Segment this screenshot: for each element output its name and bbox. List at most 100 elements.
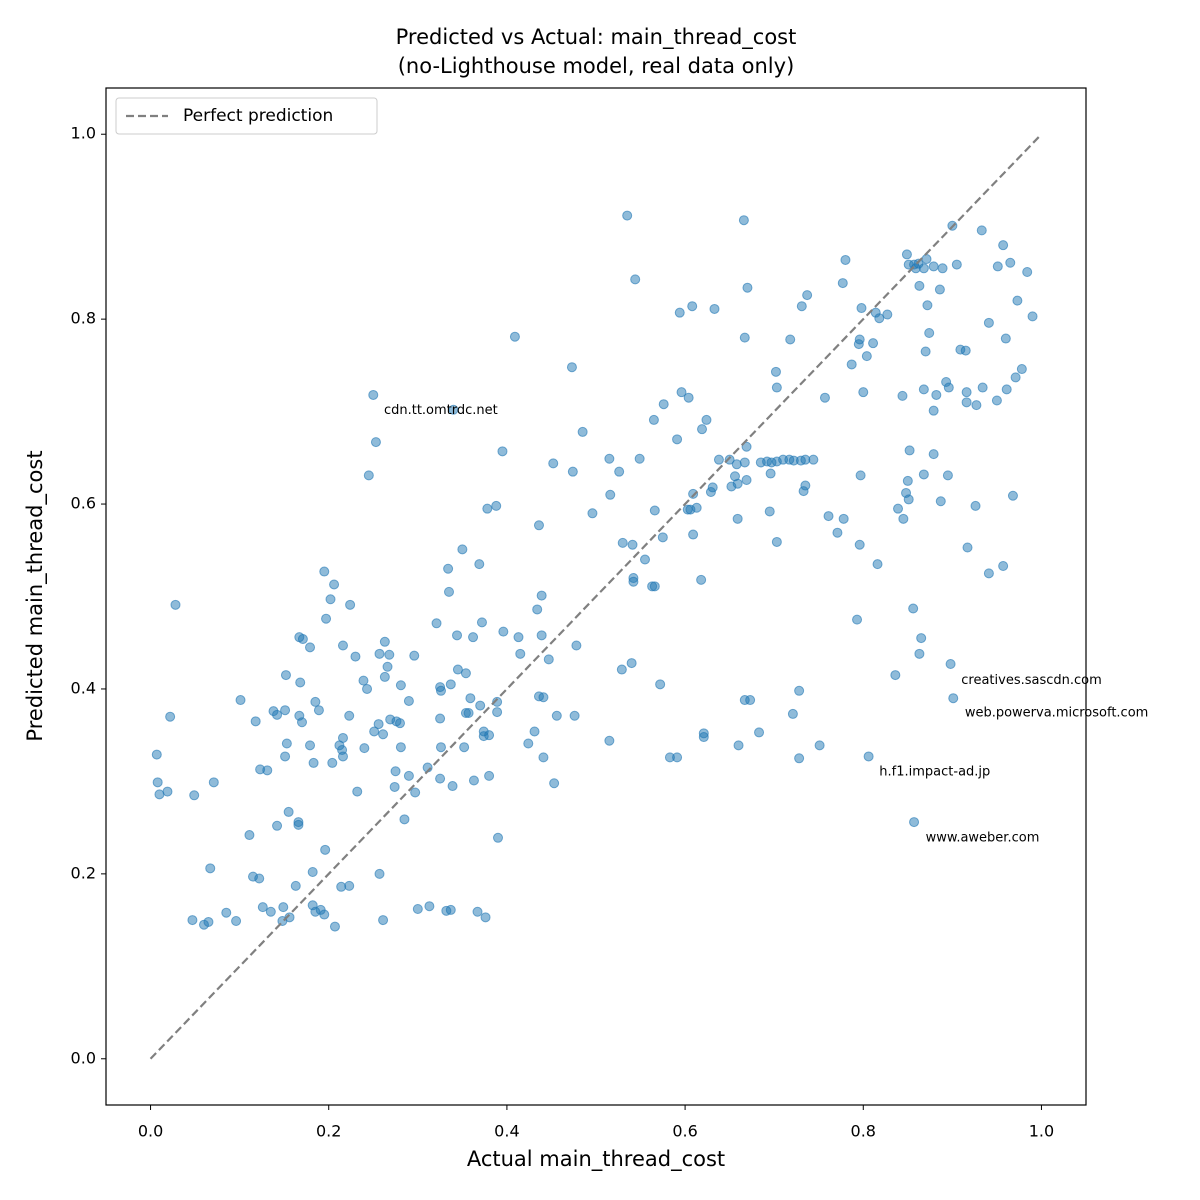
y-tick-label: 0.4 — [71, 678, 96, 697]
scatter-point — [571, 640, 582, 651]
scatter-point — [493, 832, 503, 843]
chart-subtitle: (no-Lighthouse model, real data only) — [398, 54, 795, 78]
scatter-point — [855, 470, 866, 481]
scatter-point — [765, 468, 776, 479]
scatter-point — [983, 317, 994, 328]
x-tick-label: 1.0 — [1029, 1122, 1054, 1141]
scatter-point — [687, 301, 698, 312]
scatter-point — [770, 366, 781, 377]
scatter-point — [337, 640, 348, 651]
scatter-point — [538, 752, 549, 763]
scatter-point — [368, 389, 379, 400]
scatter-point — [832, 527, 843, 538]
scatter-point — [538, 692, 549, 703]
scatter-point — [395, 680, 406, 691]
scatter-point — [856, 303, 867, 314]
scatter-point — [410, 787, 421, 798]
scatter-point — [854, 334, 865, 345]
scatter-point — [697, 424, 708, 435]
scatter-point — [971, 400, 982, 411]
scatter-point — [297, 634, 308, 645]
scatter-point — [412, 903, 423, 914]
scatter-point — [998, 560, 1009, 571]
scatter-point — [731, 459, 742, 470]
scatter-point — [732, 513, 743, 524]
scatter-point — [1010, 372, 1021, 383]
scatter-point — [738, 215, 749, 226]
scatter-point — [321, 613, 332, 624]
scatter-point — [395, 742, 406, 753]
scatter-point — [382, 661, 393, 672]
scatter-point — [443, 563, 454, 574]
scatter-point — [928, 261, 939, 272]
scatter-point — [445, 679, 456, 690]
scatter-point — [1007, 490, 1018, 501]
scatter-point — [369, 726, 380, 737]
scatter-point — [280, 751, 291, 762]
legend-label: Perfect prediction — [183, 106, 333, 126]
scatter-point — [921, 254, 932, 265]
scatter-point — [628, 576, 639, 587]
scatter-point — [513, 632, 524, 643]
scatter-point — [922, 300, 933, 311]
scatter-point — [771, 382, 782, 393]
scatter-point — [319, 566, 330, 577]
scatter-point — [724, 454, 735, 465]
scatter-point — [308, 757, 319, 768]
scatter-point — [928, 449, 939, 460]
scatter-point — [934, 284, 945, 295]
scatter-point — [739, 332, 750, 343]
scatter-point — [189, 790, 200, 801]
scatter-point — [265, 906, 276, 917]
scatter-point — [616, 664, 627, 675]
scatter-point — [861, 351, 872, 362]
scatter-point — [918, 469, 929, 480]
scatter-point — [898, 513, 909, 524]
scatter-point — [532, 604, 543, 615]
scatter-point — [890, 670, 901, 681]
scatter-point — [676, 387, 687, 398]
scatter-point — [208, 777, 219, 788]
scatter-point — [683, 392, 694, 403]
scatter-point — [399, 814, 410, 825]
scatter-point — [1022, 266, 1033, 277]
scatter-point — [691, 502, 702, 513]
scatter-point — [474, 559, 485, 570]
scatter-point — [403, 770, 414, 781]
scatter-point — [370, 437, 381, 448]
scatter-point — [951, 259, 962, 270]
scatter-point — [278, 902, 289, 913]
scatter-point — [262, 765, 273, 776]
scatter-point — [345, 599, 356, 610]
scatter-point — [709, 303, 720, 314]
scatter-point — [465, 693, 476, 704]
scatter-point — [605, 489, 616, 500]
scatter-point — [587, 508, 598, 519]
scatter-point — [468, 632, 479, 643]
scatter-point — [424, 901, 435, 912]
scatter-point — [293, 819, 304, 830]
scatter-point — [977, 382, 988, 393]
scatter-point — [569, 710, 580, 721]
scatter-point — [901, 249, 912, 260]
scatter-point — [785, 334, 796, 345]
scatter-point — [310, 696, 321, 707]
scatter-point — [482, 503, 493, 514]
scatter-point — [741, 441, 752, 452]
scatter-point — [983, 568, 994, 579]
scatter-point — [320, 844, 331, 855]
scatter-point — [1005, 257, 1016, 268]
scatter-point — [235, 695, 246, 706]
scatter-point — [452, 664, 463, 675]
scatter-point — [918, 384, 929, 395]
scatter-point — [754, 727, 765, 738]
scatter-point — [868, 338, 879, 349]
scatter-point — [337, 732, 348, 743]
plot-frame — [105, 87, 1087, 1106]
scatter-point — [808, 454, 819, 465]
scatter-point — [359, 743, 370, 754]
scatter-point — [961, 387, 972, 398]
scatter-point — [472, 906, 483, 917]
scatter-point — [566, 362, 577, 373]
scatter-point — [863, 751, 874, 762]
